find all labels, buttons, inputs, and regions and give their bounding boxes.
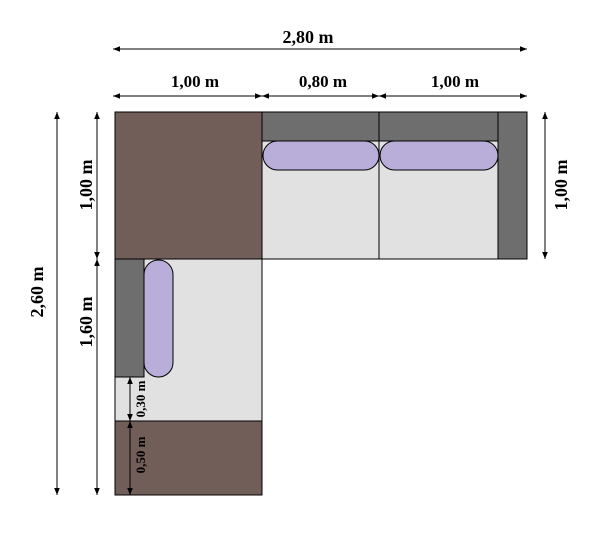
backrest-end <box>378 111 499 142</box>
backrest-middle <box>261 111 380 142</box>
label-footrest-height: 0,50 m <box>133 436 148 473</box>
cushion-middle <box>262 140 380 171</box>
label-corner-width: 1,00 m <box>171 72 219 91</box>
horizontal-dimensions <box>113 46 527 99</box>
label-end-width: 1,00 m <box>431 72 479 91</box>
cushion-end <box>379 140 499 171</box>
label-top-height-left: 1,00 m <box>76 160 96 211</box>
label-top-height-right: 1,00 m <box>551 160 571 211</box>
backrest-left <box>114 258 145 378</box>
footrest-block <box>114 420 263 496</box>
armrest-right <box>497 111 528 260</box>
label-total-height: 2,60 m <box>27 267 47 318</box>
corner-block <box>114 111 263 260</box>
label-total-width: 2,80 m <box>283 27 334 47</box>
label-gap-height: 0,30 m <box>133 380 148 417</box>
sofa <box>114 111 528 496</box>
vertical-dimensions <box>54 112 548 495</box>
label-middle-width: 0,80 m <box>299 72 347 91</box>
cushion-left <box>143 259 174 378</box>
label-lower-height: 1,60 m <box>76 297 96 348</box>
